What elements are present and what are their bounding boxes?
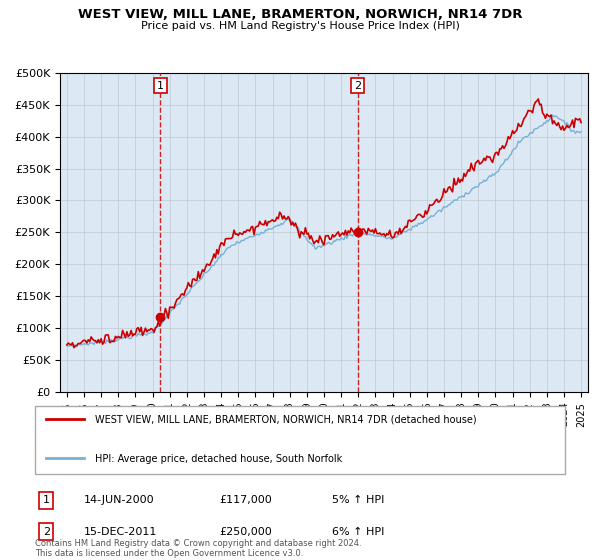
Text: 1: 1 <box>43 496 50 506</box>
Text: 15-DEC-2011: 15-DEC-2011 <box>84 527 157 537</box>
Text: HPI: Average price, detached house, South Norfolk: HPI: Average price, detached house, Sout… <box>95 454 342 464</box>
Text: £250,000: £250,000 <box>219 527 272 537</box>
Text: 1: 1 <box>157 81 164 91</box>
Text: 2: 2 <box>43 527 50 537</box>
Text: 6% ↑ HPI: 6% ↑ HPI <box>332 527 385 537</box>
Text: Price paid vs. HM Land Registry's House Price Index (HPI): Price paid vs. HM Land Registry's House … <box>140 21 460 31</box>
Text: 2: 2 <box>354 81 361 91</box>
Text: WEST VIEW, MILL LANE, BRAMERTON, NORWICH, NR14 7DR: WEST VIEW, MILL LANE, BRAMERTON, NORWICH… <box>78 8 522 21</box>
FancyBboxPatch shape <box>35 407 565 474</box>
Text: 14-JUN-2000: 14-JUN-2000 <box>84 496 155 506</box>
Text: 5% ↑ HPI: 5% ↑ HPI <box>332 496 385 506</box>
Text: £117,000: £117,000 <box>219 496 272 506</box>
Text: WEST VIEW, MILL LANE, BRAMERTON, NORWICH, NR14 7DR (detached house): WEST VIEW, MILL LANE, BRAMERTON, NORWICH… <box>95 414 476 424</box>
Text: Contains HM Land Registry data © Crown copyright and database right 2024.
This d: Contains HM Land Registry data © Crown c… <box>35 539 362 558</box>
